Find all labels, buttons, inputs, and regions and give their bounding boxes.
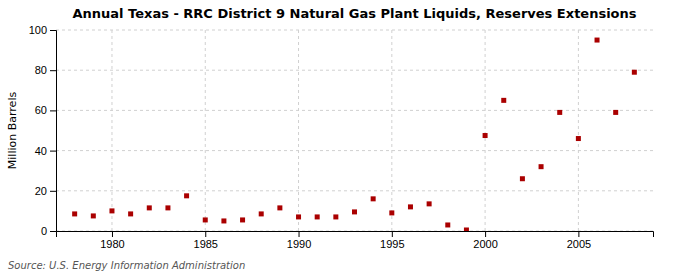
grid-line: [56, 110, 653, 111]
point: [520, 176, 525, 181]
x-axis: 1980 1985 1990 1995 2000 2005: [57, 231, 654, 250]
tick-mark: [112, 231, 113, 237]
tick-label: 100: [29, 24, 47, 36]
point: [72, 211, 77, 216]
grid-line: [391, 30, 392, 231]
tick: 1990: [287, 231, 311, 250]
tick: 2000: [473, 231, 497, 250]
tick-mark: [50, 191, 56, 192]
tick: 60: [35, 104, 56, 116]
point: [408, 204, 413, 209]
grid-line: [56, 30, 653, 31]
tick: 0: [41, 225, 56, 237]
tick-mark: [392, 231, 393, 237]
y-axis-title: Million Barrels: [6, 92, 19, 170]
point: [352, 209, 357, 214]
point: [389, 210, 394, 215]
point: [240, 217, 245, 222]
axis-line: [50, 31, 57, 232]
tick: 20: [35, 185, 56, 197]
tick-label: 1990: [287, 238, 311, 250]
point: [501, 98, 506, 103]
tick-mark: [299, 231, 300, 237]
points: [72, 38, 637, 231]
tick-mark: [485, 231, 486, 237]
tick: 80: [35, 64, 56, 76]
point: [221, 218, 226, 223]
point: [259, 211, 264, 216]
point: [315, 214, 320, 219]
point: [296, 214, 301, 219]
point: [109, 208, 114, 213]
axis-line: [57, 232, 654, 238]
grid-line: [205, 30, 206, 231]
point: [91, 213, 96, 218]
tick-label: 20: [35, 185, 47, 197]
point: [464, 227, 469, 231]
grid-line: [56, 70, 653, 71]
point: [539, 164, 544, 169]
tick-label: 2000: [473, 238, 497, 250]
point: [632, 70, 637, 75]
point: [595, 38, 600, 43]
tick-label: 1985: [194, 238, 218, 250]
grid-line: [56, 190, 653, 191]
chart: 1980 1985 1990 1995 2000 2005 0 20 40 60 80 100 Annu…: [0, 0, 675, 275]
point: [576, 136, 581, 141]
tick-mark: [205, 231, 206, 237]
tick-label: 2005: [567, 238, 591, 250]
tick: 1985: [194, 231, 218, 250]
title: Annual Texas - RRC District 9 Natural Ga…: [72, 6, 636, 21]
point: [184, 193, 189, 198]
grid-line: [298, 30, 299, 231]
grid-line: [56, 150, 653, 151]
tick-mark: [50, 30, 56, 31]
point: [427, 201, 432, 206]
grid-line: [485, 30, 486, 231]
tick-label: 0: [41, 225, 47, 237]
tick-label: 40: [35, 145, 47, 157]
point: [483, 133, 488, 138]
tick: 100: [29, 24, 56, 36]
tick-label: 80: [35, 64, 47, 76]
tick: 40: [35, 145, 56, 157]
grid-line: [111, 30, 112, 231]
tick: 2005: [567, 231, 591, 250]
tick-mark: [50, 110, 56, 111]
point: [203, 217, 208, 222]
source-note: Source: U.S. Energy Information Administ…: [8, 260, 245, 271]
point: [277, 205, 282, 210]
tick-label: 1995: [380, 238, 404, 250]
point: [371, 196, 376, 201]
y-axis: 0 20 40 60 80 100: [29, 24, 57, 237]
tick: 1980: [100, 231, 124, 250]
point: [333, 214, 338, 219]
tick-label: 60: [35, 104, 47, 116]
point: [128, 211, 133, 216]
tick-mark: [50, 231, 56, 232]
tick-label: 1980: [100, 238, 124, 250]
point: [165, 205, 170, 210]
point: [147, 205, 152, 210]
grid: [56, 30, 653, 231]
point: [557, 110, 562, 115]
grid-line: [578, 30, 579, 231]
tick-mark: [50, 151, 56, 152]
point: [613, 110, 618, 115]
plot-area: 1980 1985 1990 1995 2000 2005 0 20 40 60 80 100: [29, 24, 654, 250]
tick-mark: [578, 231, 579, 237]
tick-mark: [50, 70, 56, 71]
point: [445, 222, 450, 227]
tick: 1995: [380, 231, 404, 250]
